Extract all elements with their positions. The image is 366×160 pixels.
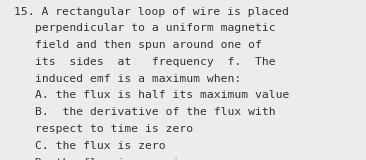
Text: respect to time is zero: respect to time is zero: [35, 124, 193, 134]
Text: A. the flux is half its maximum value: A. the flux is half its maximum value: [35, 90, 289, 100]
Text: B.  the derivative of the flux with: B. the derivative of the flux with: [35, 107, 275, 117]
Text: its  sides  at   frequency  f.  The: its sides at frequency f. The: [35, 57, 275, 67]
Text: field and then spun around one of: field and then spun around one of: [35, 40, 262, 50]
Text: D. the flux is a maximum: D. the flux is a maximum: [35, 158, 200, 160]
Text: induced emf is a maximum when:: induced emf is a maximum when:: [35, 74, 241, 84]
Text: 15. A rectangular loop of wire is placed: 15. A rectangular loop of wire is placed: [14, 7, 289, 17]
Text: perpendicular to a uniform magnetic: perpendicular to a uniform magnetic: [35, 23, 275, 33]
Text: C. the flux is zero: C. the flux is zero: [35, 141, 165, 151]
